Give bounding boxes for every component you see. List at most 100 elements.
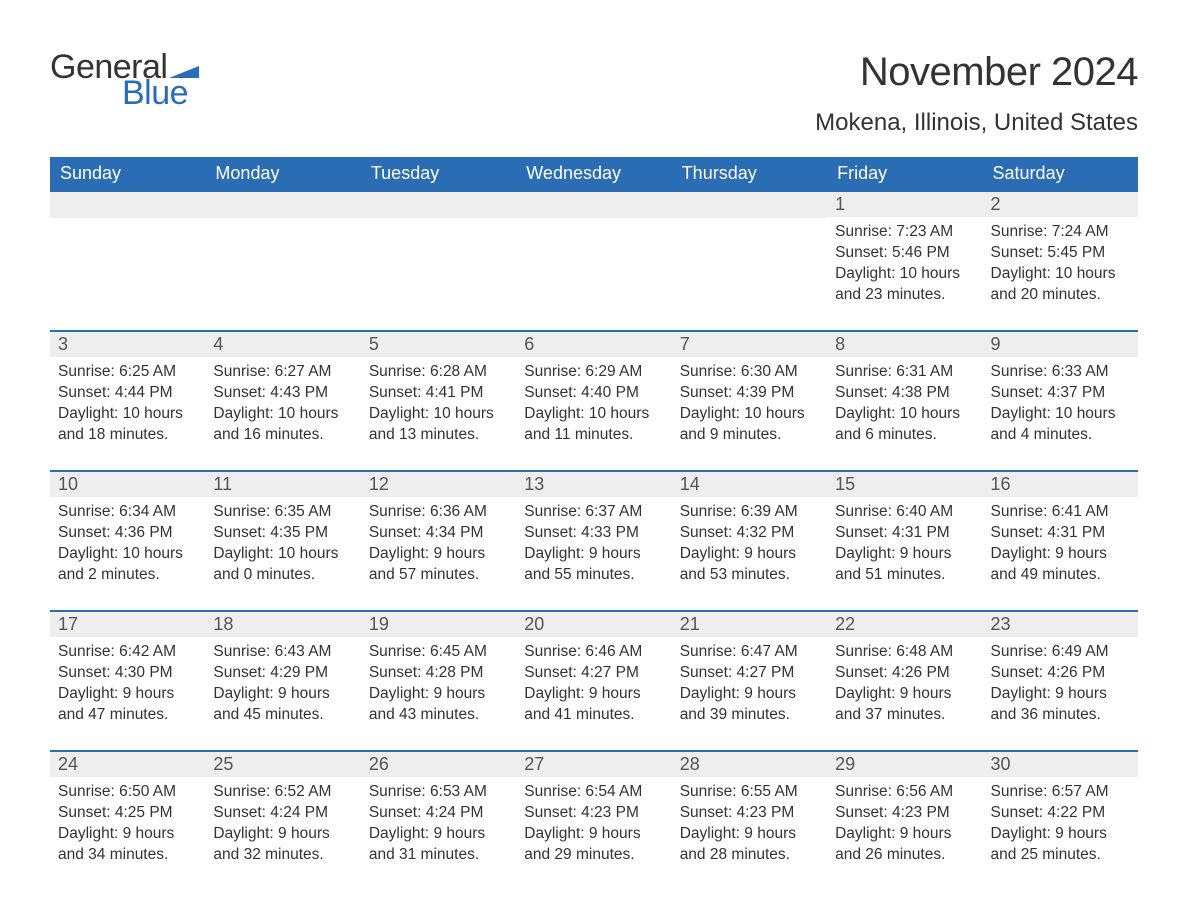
day-header: Wednesday [516,157,671,191]
calendar-cell [516,191,671,331]
daylight-line: Daylight: 9 hours and 28 minutes. [680,824,819,866]
sunrise-line: Sunrise: 6:40 AM [835,502,974,523]
day-number-empty [50,192,205,218]
day-content: Sunrise: 6:42 AMSunset: 4:30 PMDaylight:… [50,637,205,734]
day-content: Sunrise: 7:23 AMSunset: 5:46 PMDaylight:… [827,217,982,314]
day-number: 11 [205,472,360,497]
sunset-line: Sunset: 4:37 PM [991,383,1130,404]
day-header: Monday [205,157,360,191]
sunrise-line: Sunrise: 6:33 AM [991,362,1130,383]
day-content: Sunrise: 6:43 AMSunset: 4:29 PMDaylight:… [205,637,360,734]
day-header: Sunday [50,157,205,191]
day-number: 27 [516,752,671,777]
calendar-cell: 14Sunrise: 6:39 AMSunset: 4:32 PMDayligh… [672,471,827,611]
day-content: Sunrise: 6:47 AMSunset: 4:27 PMDaylight:… [672,637,827,734]
sunrise-line: Sunrise: 7:23 AM [835,222,974,243]
calendar-cell [50,191,205,331]
daylight-line: Daylight: 9 hours and 53 minutes. [680,544,819,586]
calendar-cell: 24Sunrise: 6:50 AMSunset: 4:25 PMDayligh… [50,751,205,891]
daylight-line: Daylight: 9 hours and 37 minutes. [835,684,974,726]
day-content: Sunrise: 6:48 AMSunset: 4:26 PMDaylight:… [827,637,982,734]
daylight-line: Daylight: 10 hours and 11 minutes. [524,404,663,446]
calendar-week: 1Sunrise: 7:23 AMSunset: 5:46 PMDaylight… [50,191,1138,331]
calendar-cell [672,191,827,331]
day-number: 21 [672,612,827,637]
sunrise-line: Sunrise: 6:48 AM [835,642,974,663]
daylight-line: Daylight: 10 hours and 18 minutes. [58,404,197,446]
calendar-cell: 16Sunrise: 6:41 AMSunset: 4:31 PMDayligh… [983,471,1138,611]
calendar-cell: 3Sunrise: 6:25 AMSunset: 4:44 PMDaylight… [50,331,205,471]
day-number: 10 [50,472,205,497]
daylight-line: Daylight: 10 hours and 0 minutes. [213,544,352,586]
calendar-cell: 12Sunrise: 6:36 AMSunset: 4:34 PMDayligh… [361,471,516,611]
calendar-cell: 4Sunrise: 6:27 AMSunset: 4:43 PMDaylight… [205,331,360,471]
daylight-line: Daylight: 9 hours and 34 minutes. [58,824,197,866]
sunrise-line: Sunrise: 6:56 AM [835,782,974,803]
day-content: Sunrise: 6:57 AMSunset: 4:22 PMDaylight:… [983,777,1138,874]
daylight-line: Daylight: 9 hours and 43 minutes. [369,684,508,726]
calendar-cell: 11Sunrise: 6:35 AMSunset: 4:35 PMDayligh… [205,471,360,611]
calendar-cell: 25Sunrise: 6:52 AMSunset: 4:24 PMDayligh… [205,751,360,891]
day-content-empty [361,218,516,298]
day-number-empty [516,192,671,218]
day-content: Sunrise: 6:52 AMSunset: 4:24 PMDaylight:… [205,777,360,874]
calendar-cell: 29Sunrise: 6:56 AMSunset: 4:23 PMDayligh… [827,751,982,891]
sunset-line: Sunset: 4:31 PM [991,523,1130,544]
day-number: 28 [672,752,827,777]
day-number: 24 [50,752,205,777]
sunset-line: Sunset: 4:35 PM [213,523,352,544]
calendar-cell: 6Sunrise: 6:29 AMSunset: 4:40 PMDaylight… [516,331,671,471]
day-header-row: Sunday Monday Tuesday Wednesday Thursday… [50,157,1138,191]
daylight-line: Daylight: 9 hours and 41 minutes. [524,684,663,726]
daylight-line: Daylight: 9 hours and 36 minutes. [991,684,1130,726]
calendar-cell: 23Sunrise: 6:49 AMSunset: 4:26 PMDayligh… [983,611,1138,751]
calendar-week: 24Sunrise: 6:50 AMSunset: 4:25 PMDayligh… [50,751,1138,891]
daylight-line: Daylight: 9 hours and 26 minutes. [835,824,974,866]
sunset-line: Sunset: 4:43 PM [213,383,352,404]
sunset-line: Sunset: 4:23 PM [835,803,974,824]
day-number: 1 [827,192,982,217]
day-content: Sunrise: 6:56 AMSunset: 4:23 PMDaylight:… [827,777,982,874]
sunrise-line: Sunrise: 6:37 AM [524,502,663,523]
sunset-line: Sunset: 4:29 PM [213,663,352,684]
sunrise-line: Sunrise: 6:28 AM [369,362,508,383]
sunset-line: Sunset: 4:44 PM [58,383,197,404]
calendar-cell: 20Sunrise: 6:46 AMSunset: 4:27 PMDayligh… [516,611,671,751]
sunrise-line: Sunrise: 6:55 AM [680,782,819,803]
calendar-cell: 1Sunrise: 7:23 AMSunset: 5:46 PMDaylight… [827,191,982,331]
day-content: Sunrise: 6:41 AMSunset: 4:31 PMDaylight:… [983,497,1138,594]
title-block: November 2024 Mokena, Illinois, United S… [815,50,1138,151]
day-content-empty [50,218,205,298]
day-content: Sunrise: 6:39 AMSunset: 4:32 PMDaylight:… [672,497,827,594]
day-number: 4 [205,332,360,357]
sunset-line: Sunset: 4:31 PM [835,523,974,544]
day-content: Sunrise: 6:36 AMSunset: 4:34 PMDaylight:… [361,497,516,594]
calendar-cell: 28Sunrise: 6:55 AMSunset: 4:23 PMDayligh… [672,751,827,891]
sunrise-line: Sunrise: 6:39 AM [680,502,819,523]
day-number: 18 [205,612,360,637]
sunrise-line: Sunrise: 6:46 AM [524,642,663,663]
daylight-line: Daylight: 9 hours and 31 minutes. [369,824,508,866]
daylight-line: Daylight: 9 hours and 29 minutes. [524,824,663,866]
day-number: 30 [983,752,1138,777]
day-number: 16 [983,472,1138,497]
day-number: 8 [827,332,982,357]
day-content: Sunrise: 6:55 AMSunset: 4:23 PMDaylight:… [672,777,827,874]
daylight-line: Daylight: 10 hours and 23 minutes. [835,264,974,306]
day-content: Sunrise: 6:30 AMSunset: 4:39 PMDaylight:… [672,357,827,454]
day-content: Sunrise: 6:33 AMSunset: 4:37 PMDaylight:… [983,357,1138,454]
sunrise-line: Sunrise: 6:54 AM [524,782,663,803]
day-content: Sunrise: 6:53 AMSunset: 4:24 PMDaylight:… [361,777,516,874]
daylight-line: Daylight: 9 hours and 49 minutes. [991,544,1130,586]
month-title: November 2024 [815,50,1138,95]
daylight-line: Daylight: 10 hours and 16 minutes. [213,404,352,446]
sunset-line: Sunset: 4:23 PM [524,803,663,824]
day-content: Sunrise: 6:46 AMSunset: 4:27 PMDaylight:… [516,637,671,734]
day-content: Sunrise: 6:54 AMSunset: 4:23 PMDaylight:… [516,777,671,874]
calendar-cell: 18Sunrise: 6:43 AMSunset: 4:29 PMDayligh… [205,611,360,751]
sunset-line: Sunset: 4:36 PM [58,523,197,544]
sunrise-line: Sunrise: 6:52 AM [213,782,352,803]
calendar-week: 10Sunrise: 6:34 AMSunset: 4:36 PMDayligh… [50,471,1138,611]
day-content: Sunrise: 6:35 AMSunset: 4:35 PMDaylight:… [205,497,360,594]
day-number: 22 [827,612,982,637]
